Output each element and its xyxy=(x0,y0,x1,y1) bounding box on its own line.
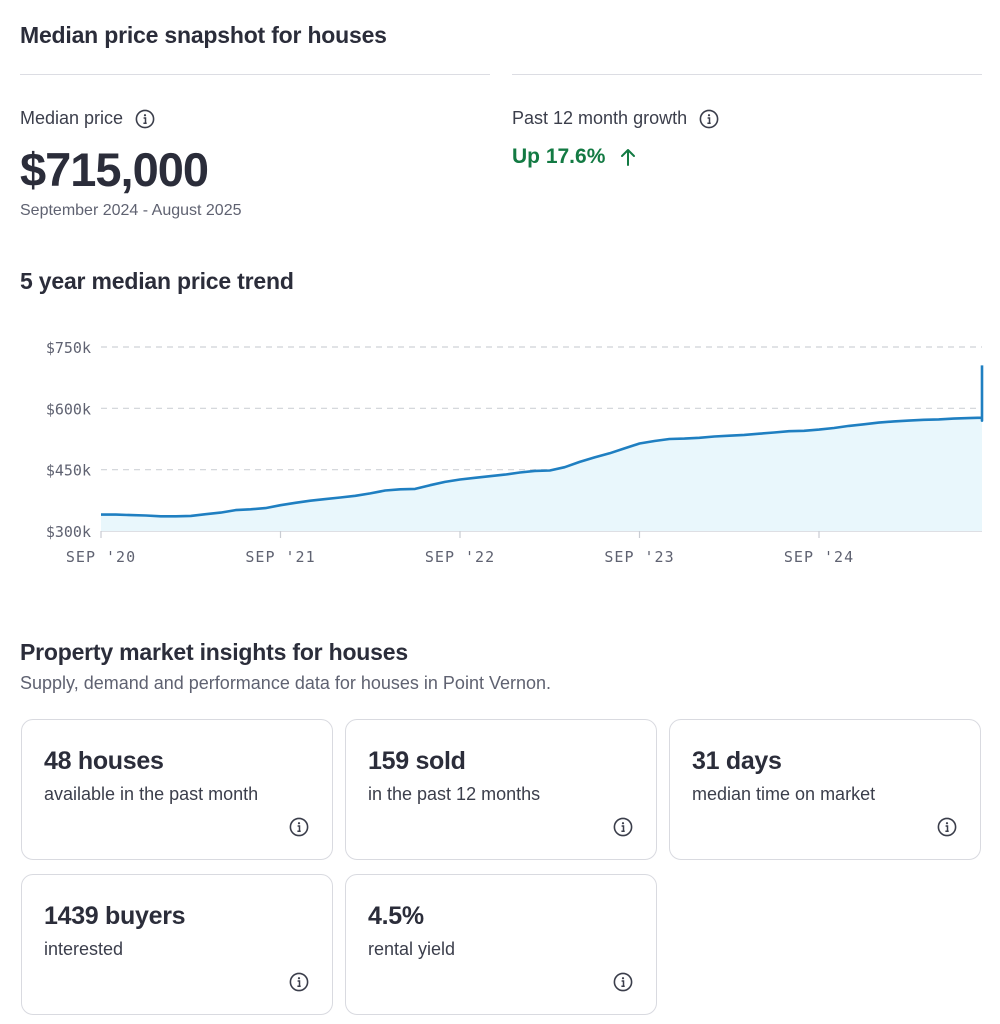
divider-left xyxy=(20,74,490,75)
arrow-up-icon xyxy=(621,149,636,166)
card-value: 159 sold xyxy=(368,747,466,775)
insight-card: 159 sold in the past 12 months xyxy=(345,719,657,860)
price-area xyxy=(101,365,982,531)
x-tick-label: SEP '24 xyxy=(784,548,854,566)
info-icon[interactable] xyxy=(135,109,155,129)
growth-value-row: Up 17.6% xyxy=(512,145,637,169)
card-description: interested xyxy=(44,939,124,959)
median-price-period: September 2024 - August 2025 xyxy=(20,202,242,219)
median-price-label-row: Median price xyxy=(20,108,155,129)
insight-card: 48 houses available in the past month xyxy=(21,719,333,860)
card-description: median time on market xyxy=(692,784,876,804)
x-tick-label: SEP '21 xyxy=(245,548,315,566)
x-tick-label: SEP '22 xyxy=(425,548,495,566)
info-icon[interactable] xyxy=(699,109,719,129)
info-icon[interactable] xyxy=(289,817,309,837)
info-icon[interactable] xyxy=(937,817,957,837)
insights-title: Property market insights for houses xyxy=(20,639,408,665)
snapshot-title: Median price snapshot for houses xyxy=(20,22,387,48)
card-value: 48 houses xyxy=(44,747,164,775)
card-description: rental yield xyxy=(368,939,456,959)
median-price-label: Median price xyxy=(20,108,124,128)
card-value: 1439 buyers xyxy=(44,902,186,930)
y-tick-label: $750k xyxy=(46,339,91,357)
x-tick-label: SEP '20 xyxy=(66,548,136,566)
y-tick-label: $600k xyxy=(46,400,91,418)
x-tick-label: SEP '23 xyxy=(604,548,674,566)
insight-card: 1439 buyers interested xyxy=(21,874,333,1015)
y-tick-label: $450k xyxy=(46,462,91,480)
card-description: in the past 12 months xyxy=(368,784,541,804)
insight-card: 31 days median time on market xyxy=(669,719,981,860)
price-line xyxy=(101,365,984,518)
price-trend-chart: $750k $600k $450k $300k SEP '20 SEP '21 SEP '… xyxy=(46,339,984,566)
growth-label-row: Past 12 month growth xyxy=(512,108,719,129)
card-value: 4.5% xyxy=(368,902,424,930)
insight-card: 4.5% rental yield xyxy=(345,874,657,1015)
card-description: available in the past month xyxy=(44,784,259,804)
info-icon[interactable] xyxy=(289,972,309,992)
y-tick-label: $300k xyxy=(46,523,91,541)
trend-title: 5 year median price trend xyxy=(20,268,294,294)
divider-right xyxy=(512,74,982,75)
growth-label: Past 12 month growth xyxy=(512,108,688,128)
insights-subtitle: Supply, demand and performance data for … xyxy=(20,673,552,693)
info-icon[interactable] xyxy=(613,817,633,837)
info-icon[interactable] xyxy=(613,972,633,992)
growth-value: Up 17.6% xyxy=(512,145,606,168)
median-price-value: $715,000 xyxy=(20,143,209,196)
card-value: 31 days xyxy=(692,747,782,775)
